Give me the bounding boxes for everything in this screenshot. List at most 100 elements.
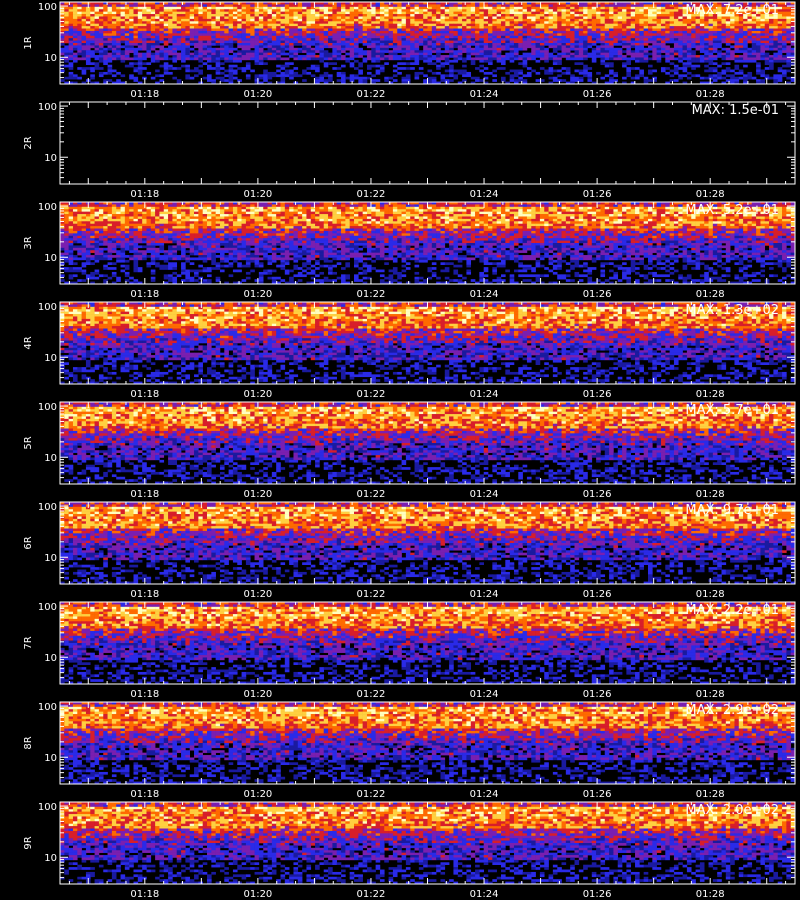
y-tick-label: 10 <box>44 553 57 564</box>
x-tick-label: 01:22 <box>357 789 386 800</box>
panel-label: 7R <box>23 636 34 649</box>
x-tick-label: 01:28 <box>696 189 725 200</box>
max-label: MAX: 1.5e-01 <box>692 103 779 118</box>
x-tick-label: 01:18 <box>130 289 159 300</box>
x-tick-label: 01:24 <box>470 489 499 500</box>
y-tick-label: 100 <box>38 702 57 713</box>
x-tick-label: 01:24 <box>470 289 499 300</box>
x-tick-label: 01:18 <box>130 389 159 400</box>
max-label: MAX: 1.3e+02 <box>685 303 779 318</box>
x-tick-label: 01:20 <box>243 489 272 500</box>
x-tick-label: 01:18 <box>130 789 159 800</box>
x-tick-label: 01:20 <box>243 189 272 200</box>
max-label: MAX: 2.2e+01 <box>685 603 779 618</box>
x-tick-label: 01:26 <box>583 789 612 800</box>
x-tick-label: 01:22 <box>357 689 386 700</box>
y-tick-label: 100 <box>38 602 57 613</box>
panel-label: 5R <box>23 436 34 449</box>
x-tick-label: 01:22 <box>357 389 386 400</box>
panel-8r: 100 10 01:18 01:20 01:22 01:24 01:26 01:28 8R MAX… <box>23 702 795 800</box>
x-tick-label: 01:26 <box>583 89 612 100</box>
y-tick-label: 100 <box>38 302 57 313</box>
x-tick-label: 01:28 <box>696 689 725 700</box>
x-tick-label: 01:20 <box>243 789 272 800</box>
y-tick-label: 100 <box>38 802 57 813</box>
y-tick-label: 100 <box>38 102 57 113</box>
plot-area <box>60 102 795 184</box>
x-tick-label: 01:18 <box>130 689 159 700</box>
y-tick-label: 10 <box>44 53 57 64</box>
x-tick-label: 01:28 <box>696 389 725 400</box>
x-tick-label: 01:20 <box>243 689 272 700</box>
y-tick-label: 10 <box>44 353 57 364</box>
x-tick-label: 01:18 <box>130 489 159 500</box>
y-tick-label: 100 <box>38 402 57 413</box>
y-tick-label: 10 <box>44 253 57 264</box>
x-tick-label: 01:26 <box>583 189 612 200</box>
x-tick-label: 01:28 <box>696 889 725 900</box>
panel-2r: 100 10 01:18 01:20 01:22 01:24 01:26 01:28 2R MAX… <box>23 102 795 200</box>
x-tick-label: 01:20 <box>243 289 272 300</box>
panel-7r: 100 10 01:18 01:20 01:22 01:24 01:26 01:28 7R MAX… <box>23 602 795 700</box>
y-tick-label: 100 <box>38 502 57 513</box>
x-tick-label: 01:24 <box>470 889 499 900</box>
x-tick-label: 01:20 <box>243 89 272 100</box>
y-tick-label: 100 <box>38 2 57 13</box>
x-tick-label: 01:20 <box>243 389 272 400</box>
x-tick-label: 01:18 <box>130 89 159 100</box>
y-tick-label: 100 <box>38 202 57 213</box>
x-tick-label: 01:24 <box>470 689 499 700</box>
x-tick-label: 01:22 <box>357 189 386 200</box>
x-tick-label: 01:28 <box>696 589 725 600</box>
x-tick-label: 01:22 <box>357 589 386 600</box>
x-tick-label: 01:24 <box>470 589 499 600</box>
panel-label: 1R <box>23 36 34 49</box>
panel-label: 3R <box>23 236 34 249</box>
panel-1r: 100 10 01:18 01:20 01:22 01:24 01:26 01:28 1R MAX… <box>23 2 795 100</box>
x-tick-label: 01:28 <box>696 789 725 800</box>
x-tick-label: 01:22 <box>357 889 386 900</box>
panel-label: 4R <box>23 336 34 349</box>
max-label: MAX: 2.0e+02 <box>685 803 779 818</box>
x-tick-label: 01:26 <box>583 689 612 700</box>
x-tick-label: 01:26 <box>583 489 612 500</box>
y-tick-label: 10 <box>44 753 57 764</box>
x-tick-label: 01:24 <box>470 789 499 800</box>
panel-label: 8R <box>23 736 34 749</box>
panel-6r: 100 10 01:18 01:20 01:22 01:24 01:26 01:28 6R MAX… <box>23 502 795 600</box>
y-tick-label: 10 <box>44 153 57 164</box>
x-tick-label: 01:28 <box>696 289 725 300</box>
panel-label: 9R <box>23 836 34 849</box>
panel-4r: 100 10 01:18 01:20 01:22 01:24 01:26 01:28 4R MAX… <box>23 302 795 400</box>
max-label: MAX: 9.7e+01 <box>685 503 779 518</box>
x-tick-label: 01:26 <box>583 889 612 900</box>
panel-9r: 100 10 01:18 01:20 01:22 01:24 01:26 01:28 9R MAX… <box>23 802 795 900</box>
x-tick-label: 01:22 <box>357 489 386 500</box>
y-tick-label: 10 <box>44 453 57 464</box>
x-tick-label: 01:22 <box>357 89 386 100</box>
x-tick-label: 01:20 <box>243 889 272 900</box>
max-label: MAX: 5.7e+01 <box>685 403 779 418</box>
x-tick-label: 01:24 <box>470 389 499 400</box>
x-tick-label: 01:24 <box>470 189 499 200</box>
x-tick-label: 01:18 <box>130 589 159 600</box>
x-tick-label: 01:26 <box>583 589 612 600</box>
y-tick-label: 10 <box>44 653 57 664</box>
x-tick-label: 01:26 <box>583 289 612 300</box>
x-tick-label: 01:22 <box>357 289 386 300</box>
panel-5r: 100 10 01:18 01:20 01:22 01:24 01:26 01:28 5R MAX… <box>23 402 795 500</box>
max-label: MAX: 2.9e+02 <box>685 703 779 718</box>
x-tick-label: 01:18 <box>130 889 159 900</box>
x-tick-label: 01:28 <box>696 89 725 100</box>
panel-label: 6R <box>23 536 34 549</box>
x-tick-label: 01:24 <box>470 89 499 100</box>
x-tick-label: 01:18 <box>130 189 159 200</box>
x-tick-label: 01:26 <box>583 389 612 400</box>
x-tick-label: 01:20 <box>243 589 272 600</box>
max-label: MAX: 7.2e+01 <box>685 3 779 18</box>
x-tick-label: 01:28 <box>696 489 725 500</box>
panel-label: 2R <box>23 136 34 149</box>
y-tick-label: 10 <box>44 853 57 864</box>
